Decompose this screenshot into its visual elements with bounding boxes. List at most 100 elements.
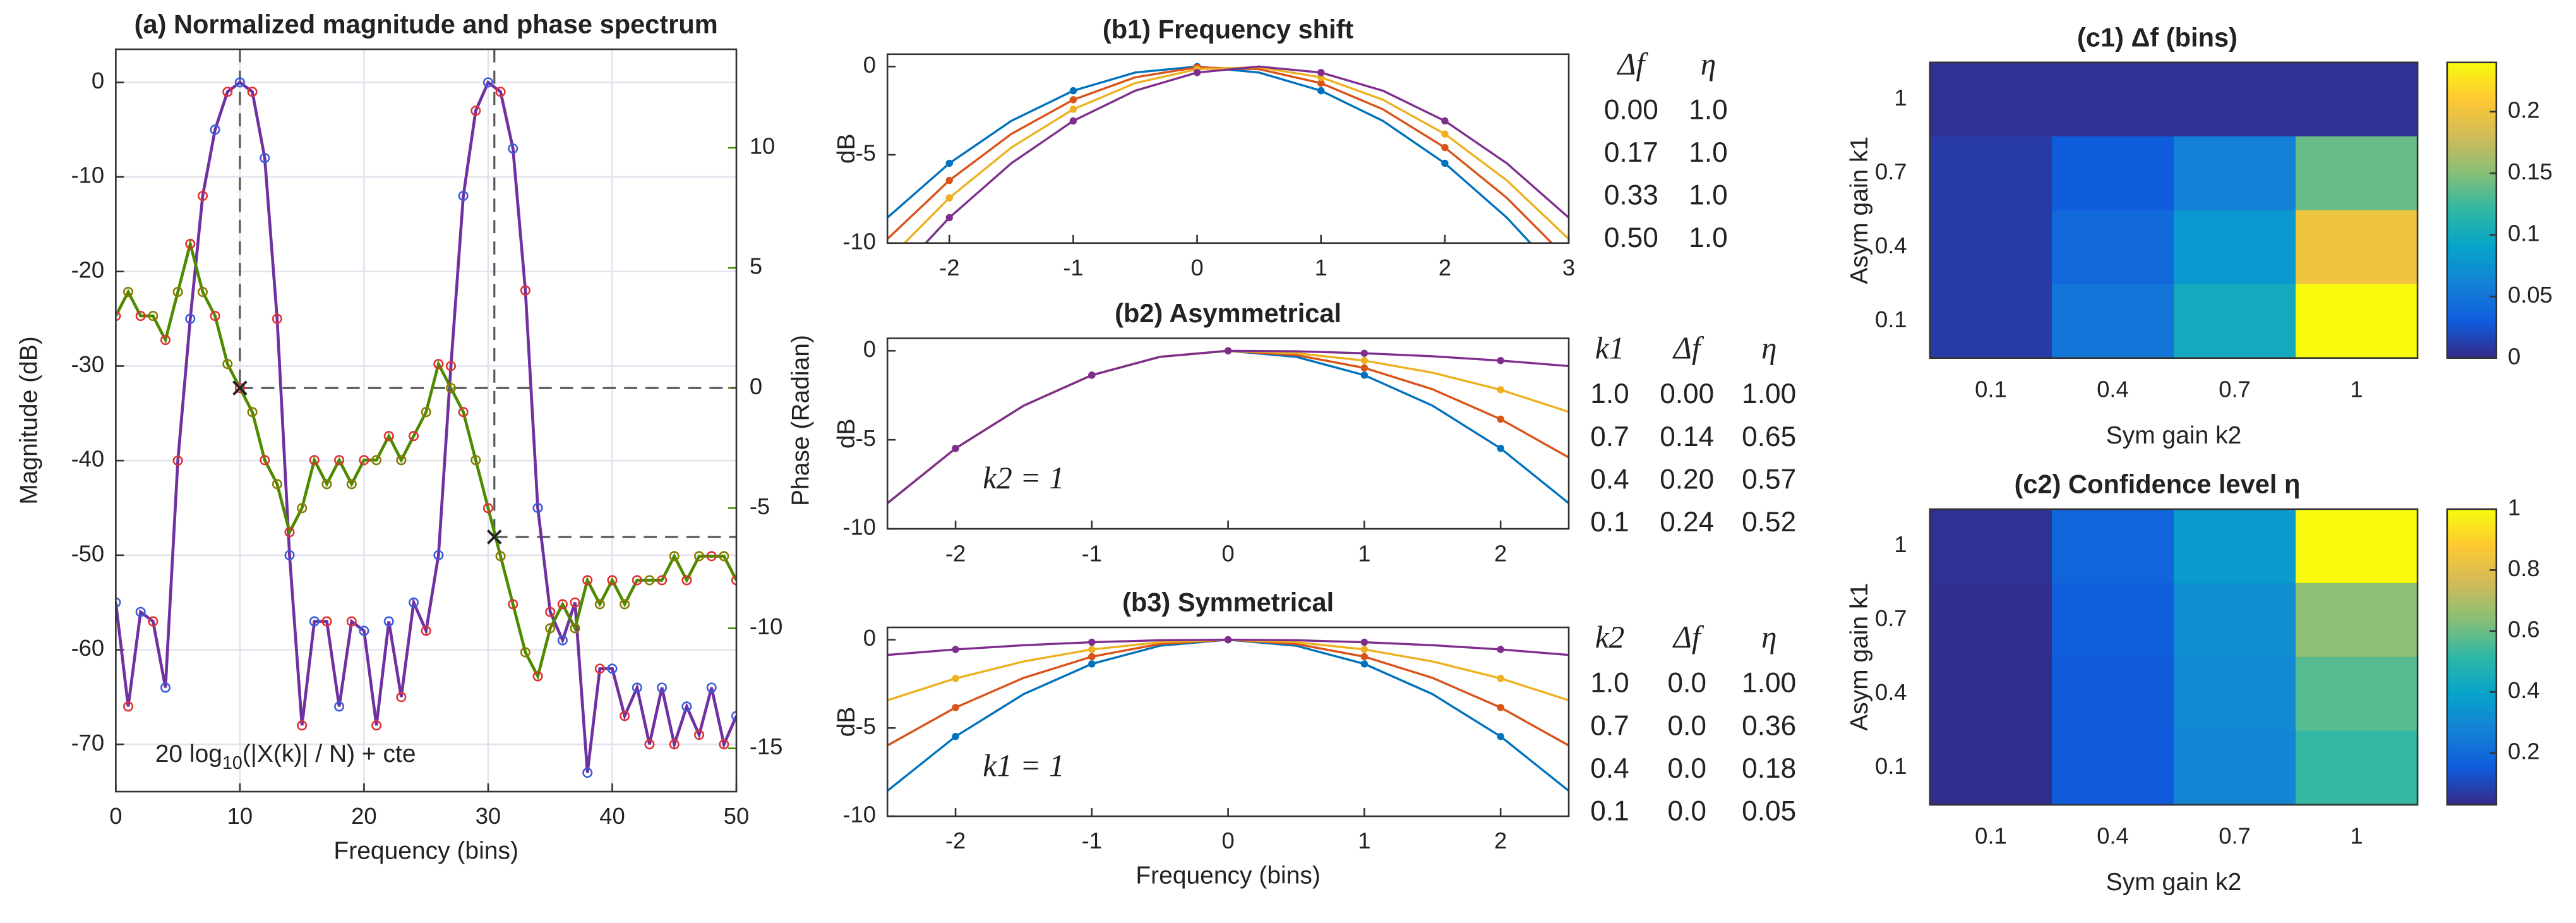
series-line <box>924 65 1569 243</box>
table-cell: 1.0 <box>1689 180 1727 211</box>
x-tick-label: 0.1 <box>1975 376 2007 402</box>
marker <box>582 575 593 586</box>
heat-cell <box>2296 656 2419 732</box>
marker <box>309 616 320 627</box>
marker <box>210 311 220 322</box>
y-tick-label: -5 <box>856 713 876 739</box>
marker <box>247 87 258 97</box>
y-tick-label: -10 <box>842 514 876 540</box>
marker <box>123 287 134 298</box>
heat-cell <box>2051 730 2175 806</box>
annotation-part: 20 log <box>155 740 222 768</box>
marker <box>371 720 382 731</box>
x-tick-label: 0.4 <box>2097 376 2129 402</box>
marker <box>520 285 530 296</box>
x-tick-label: 0 <box>1221 828 1234 854</box>
series-line <box>902 66 1569 243</box>
cross-marker <box>487 529 502 545</box>
marker <box>719 739 729 750</box>
table-cell: 1.0 <box>1590 668 1629 699</box>
marker <box>247 407 258 418</box>
y2-tick-label: 5 <box>750 253 762 279</box>
marker <box>1497 386 1504 394</box>
marker <box>1360 653 1369 661</box>
marker <box>1069 87 1077 95</box>
table-header: k2 <box>1595 620 1625 655</box>
x-tick-label: 0.7 <box>2219 823 2251 848</box>
marker <box>620 599 630 610</box>
marker <box>222 359 233 370</box>
table-header: η <box>1761 331 1776 366</box>
marker <box>1193 69 1201 76</box>
marker <box>644 575 655 586</box>
table-header: Δf <box>1616 47 1648 81</box>
marker <box>681 575 692 586</box>
table-cell: 0.05 <box>1742 795 1796 826</box>
y-tick-label: -10 <box>842 228 876 254</box>
marker <box>148 311 159 322</box>
heat-cell <box>2296 210 2419 286</box>
marker <box>284 527 295 538</box>
marker <box>445 361 457 371</box>
marker <box>1317 69 1325 76</box>
table-cell: 0.00 <box>1604 94 1658 125</box>
table-header: Δf <box>1672 620 1704 655</box>
heat-cell <box>2051 62 2175 138</box>
marker <box>297 720 308 731</box>
marker <box>482 503 494 514</box>
plot-layer <box>887 347 1569 504</box>
table-cell: 0.1 <box>1590 507 1629 538</box>
y-tick-label: -10 <box>842 802 876 828</box>
x-tick-label: 0 <box>109 803 122 829</box>
x-tick-label: 2 <box>1439 255 1451 281</box>
y2-tick-label: 10 <box>750 133 775 159</box>
y-tick-label: 0 <box>863 336 876 362</box>
heat-cell <box>2296 730 2419 806</box>
x-tick-label: -2 <box>945 828 966 854</box>
heat-cell <box>1929 136 2053 212</box>
table-cell: 1.0 <box>1590 378 1629 409</box>
y-axis-label: dB <box>833 418 860 449</box>
plot-layer <box>887 63 1569 243</box>
x-axis-label: Sym gain k2 <box>2106 422 2242 449</box>
marker <box>1360 364 1369 372</box>
y-tick-label: 0 <box>92 68 104 94</box>
colorbar-tick-label: 0.4 <box>2508 677 2540 703</box>
marker <box>321 479 332 490</box>
marker <box>222 87 233 97</box>
marker <box>334 455 345 466</box>
plot-area <box>887 338 1569 529</box>
table-cell: 1.0 <box>1689 94 1727 125</box>
cross-marker <box>232 380 248 395</box>
chart-title: (b2) Asymmetrical <box>1115 298 1341 328</box>
y-tick-label: -10 <box>71 162 105 188</box>
heat-cell <box>1929 284 2053 359</box>
table-cell: 0.7 <box>1590 421 1629 452</box>
marker <box>607 663 618 674</box>
marker <box>1088 646 1096 653</box>
marker <box>1088 660 1096 668</box>
table-cell: 0.57 <box>1742 464 1796 495</box>
marker <box>383 431 394 442</box>
table-cell: 0.1 <box>1590 795 1629 826</box>
marker <box>657 682 668 693</box>
marker <box>706 682 717 693</box>
marker <box>1497 646 1504 653</box>
heat-cell <box>2174 582 2297 658</box>
x-tick-label: 1 <box>1315 255 1327 281</box>
heat-cell <box>2174 284 2297 359</box>
marker <box>172 455 183 466</box>
y-tick-label: 0 <box>863 52 876 78</box>
colorbar-tick-label: 0.05 <box>2508 282 2553 308</box>
table-header: η <box>1701 47 1716 81</box>
heat-cell <box>1929 656 2053 732</box>
heat-cell <box>1929 509 2053 584</box>
colorbar-tick-label: 0.8 <box>2508 555 2540 581</box>
x-tick-label: 3 <box>1562 255 1575 281</box>
plot-layer <box>116 49 737 778</box>
series-line <box>116 80 737 773</box>
marker <box>1224 636 1232 644</box>
marker <box>309 455 320 466</box>
marker <box>185 313 196 324</box>
plot-frame <box>115 48 738 793</box>
